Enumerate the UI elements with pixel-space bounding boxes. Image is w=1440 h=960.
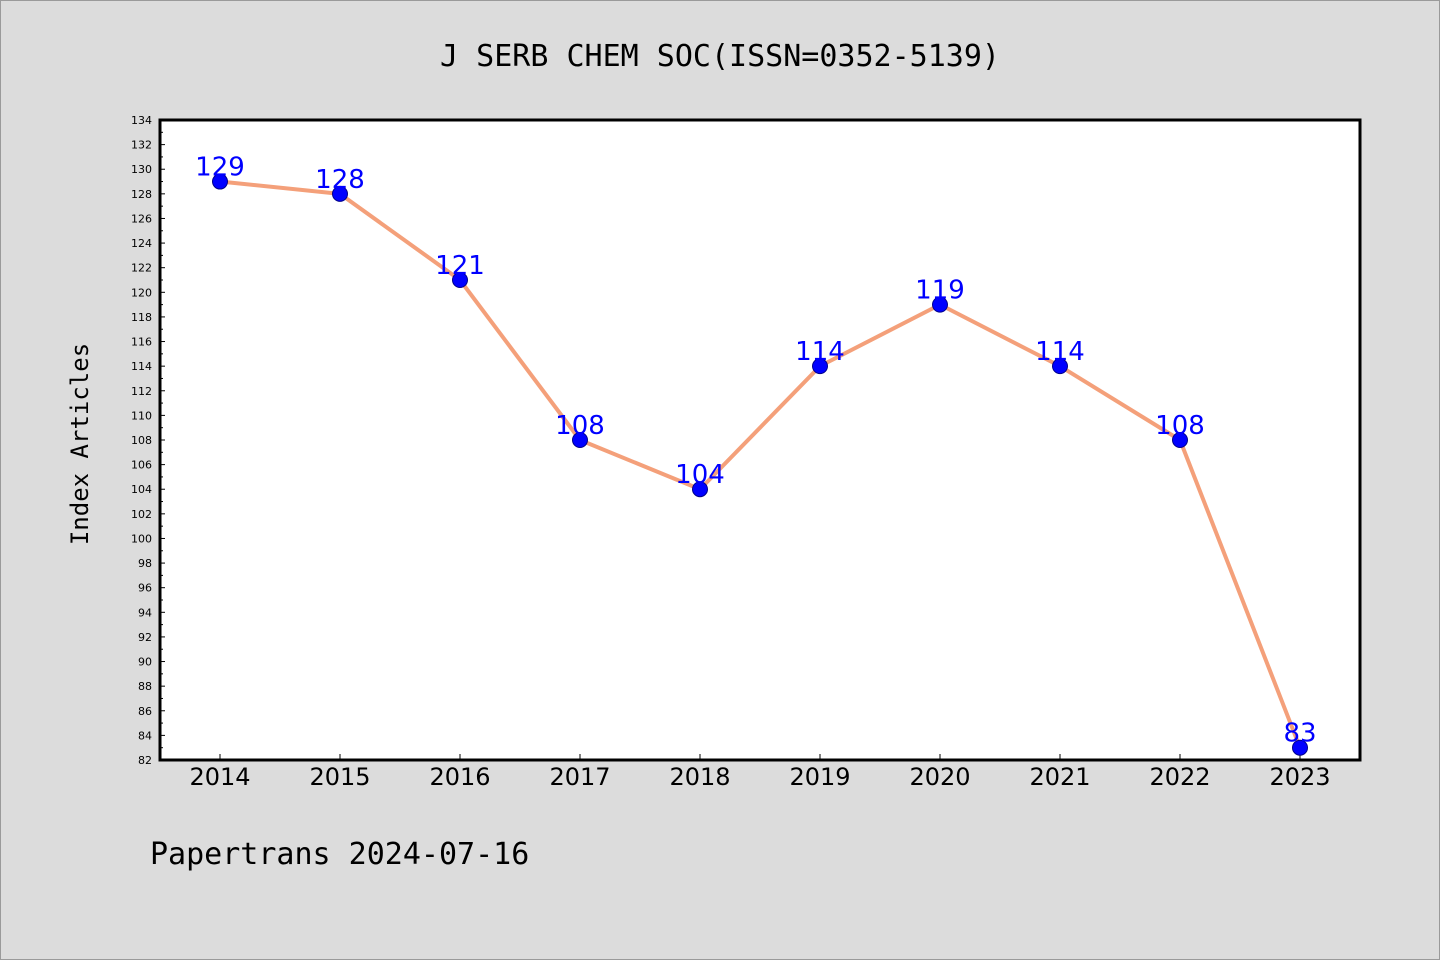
x-tick-label: 2016 — [429, 763, 490, 791]
x-tick-label: 2019 — [789, 763, 850, 791]
y-tick-label: 82 — [138, 754, 152, 767]
y-tick-label: 110 — [131, 409, 152, 422]
y-tick-label: 108 — [131, 434, 152, 447]
series-line — [219, 179, 1302, 749]
y-tick-label: 112 — [131, 385, 152, 398]
data-label: 83 — [1283, 719, 1316, 749]
x-axis: 2014 2015 2016 2017 2018 2019 2020 2021 2022 2023 — [189, 754, 1331, 791]
y-tick-label: 96 — [138, 582, 152, 595]
y-tick-label: 114 — [131, 360, 152, 373]
data-point — [1292, 739, 1308, 756]
data-label: 129 — [195, 153, 245, 183]
data-point — [212, 173, 228, 190]
data-point — [932, 296, 948, 313]
y-tick-label: 124 — [131, 237, 152, 250]
x-tick-label: 2018 — [669, 763, 730, 791]
y-tick-label: 106 — [131, 459, 152, 472]
y-tick-label: 86 — [138, 705, 152, 718]
y-tick-label: 116 — [131, 336, 152, 349]
data-label: 119 — [915, 276, 965, 306]
data-label: 114 — [1035, 337, 1085, 367]
y-tick-label: 126 — [131, 212, 152, 225]
y-tick-label: 118 — [131, 311, 152, 324]
data-point — [572, 432, 588, 448]
plot-area — [158, 118, 1362, 762]
data-label: 121 — [435, 251, 485, 281]
data-label: 128 — [315, 165, 365, 195]
data-label: 108 — [1155, 411, 1205, 441]
y-tick-label: 100 — [131, 532, 152, 545]
y-tick-label: 88 — [138, 680, 152, 693]
x-tick-label: 2015 — [309, 763, 370, 791]
x-tick-label: 2014 — [189, 763, 250, 791]
data-point — [332, 185, 348, 202]
x-tick-label: 2021 — [1029, 763, 1090, 791]
data-point — [692, 481, 708, 498]
data-point — [812, 358, 828, 375]
chart-title: J SERB CHEM SOC(ISSN=0352-5139) — [440, 39, 1000, 74]
data-label: 114 — [795, 337, 845, 367]
y-tick-label: 128 — [131, 188, 152, 201]
y-axis: 82 84 86 88 90 92 94 96 98 100 102 104 106 108 110 112 1… — [131, 114, 165, 767]
data-label: 108 — [555, 411, 605, 441]
data-point — [1052, 358, 1068, 375]
y-tick-label: 90 — [138, 656, 152, 669]
y-tick-label: 94 — [138, 606, 152, 619]
y-tick-label: 120 — [131, 286, 152, 299]
y-tick-label: 134 — [131, 114, 152, 127]
y-tick-label: 98 — [138, 557, 152, 570]
x-tick-label: 2023 — [1269, 763, 1330, 791]
y-tick-label: 130 — [131, 163, 152, 176]
x-tick-label: 2017 — [549, 763, 610, 791]
data-point — [452, 272, 468, 288]
data-point — [1172, 432, 1188, 448]
y-axis-label: Index Articles — [66, 343, 94, 545]
data-label: 104 — [675, 460, 725, 490]
footer-credit: Papertrans 2024-07-16 — [150, 837, 529, 872]
y-tick-label: 102 — [131, 508, 152, 521]
series-layer: 129 128 121 108 104 114 119 114 108 83 — [195, 153, 1317, 756]
y-tick-label: 122 — [131, 262, 152, 275]
y-tick-label: 104 — [131, 483, 152, 496]
y-tick-label: 92 — [138, 631, 152, 644]
x-tick-label: 2020 — [909, 763, 970, 791]
y-tick-label: 84 — [138, 729, 152, 742]
x-tick-label: 2022 — [1149, 763, 1210, 791]
y-tick-label: 132 — [131, 139, 152, 152]
